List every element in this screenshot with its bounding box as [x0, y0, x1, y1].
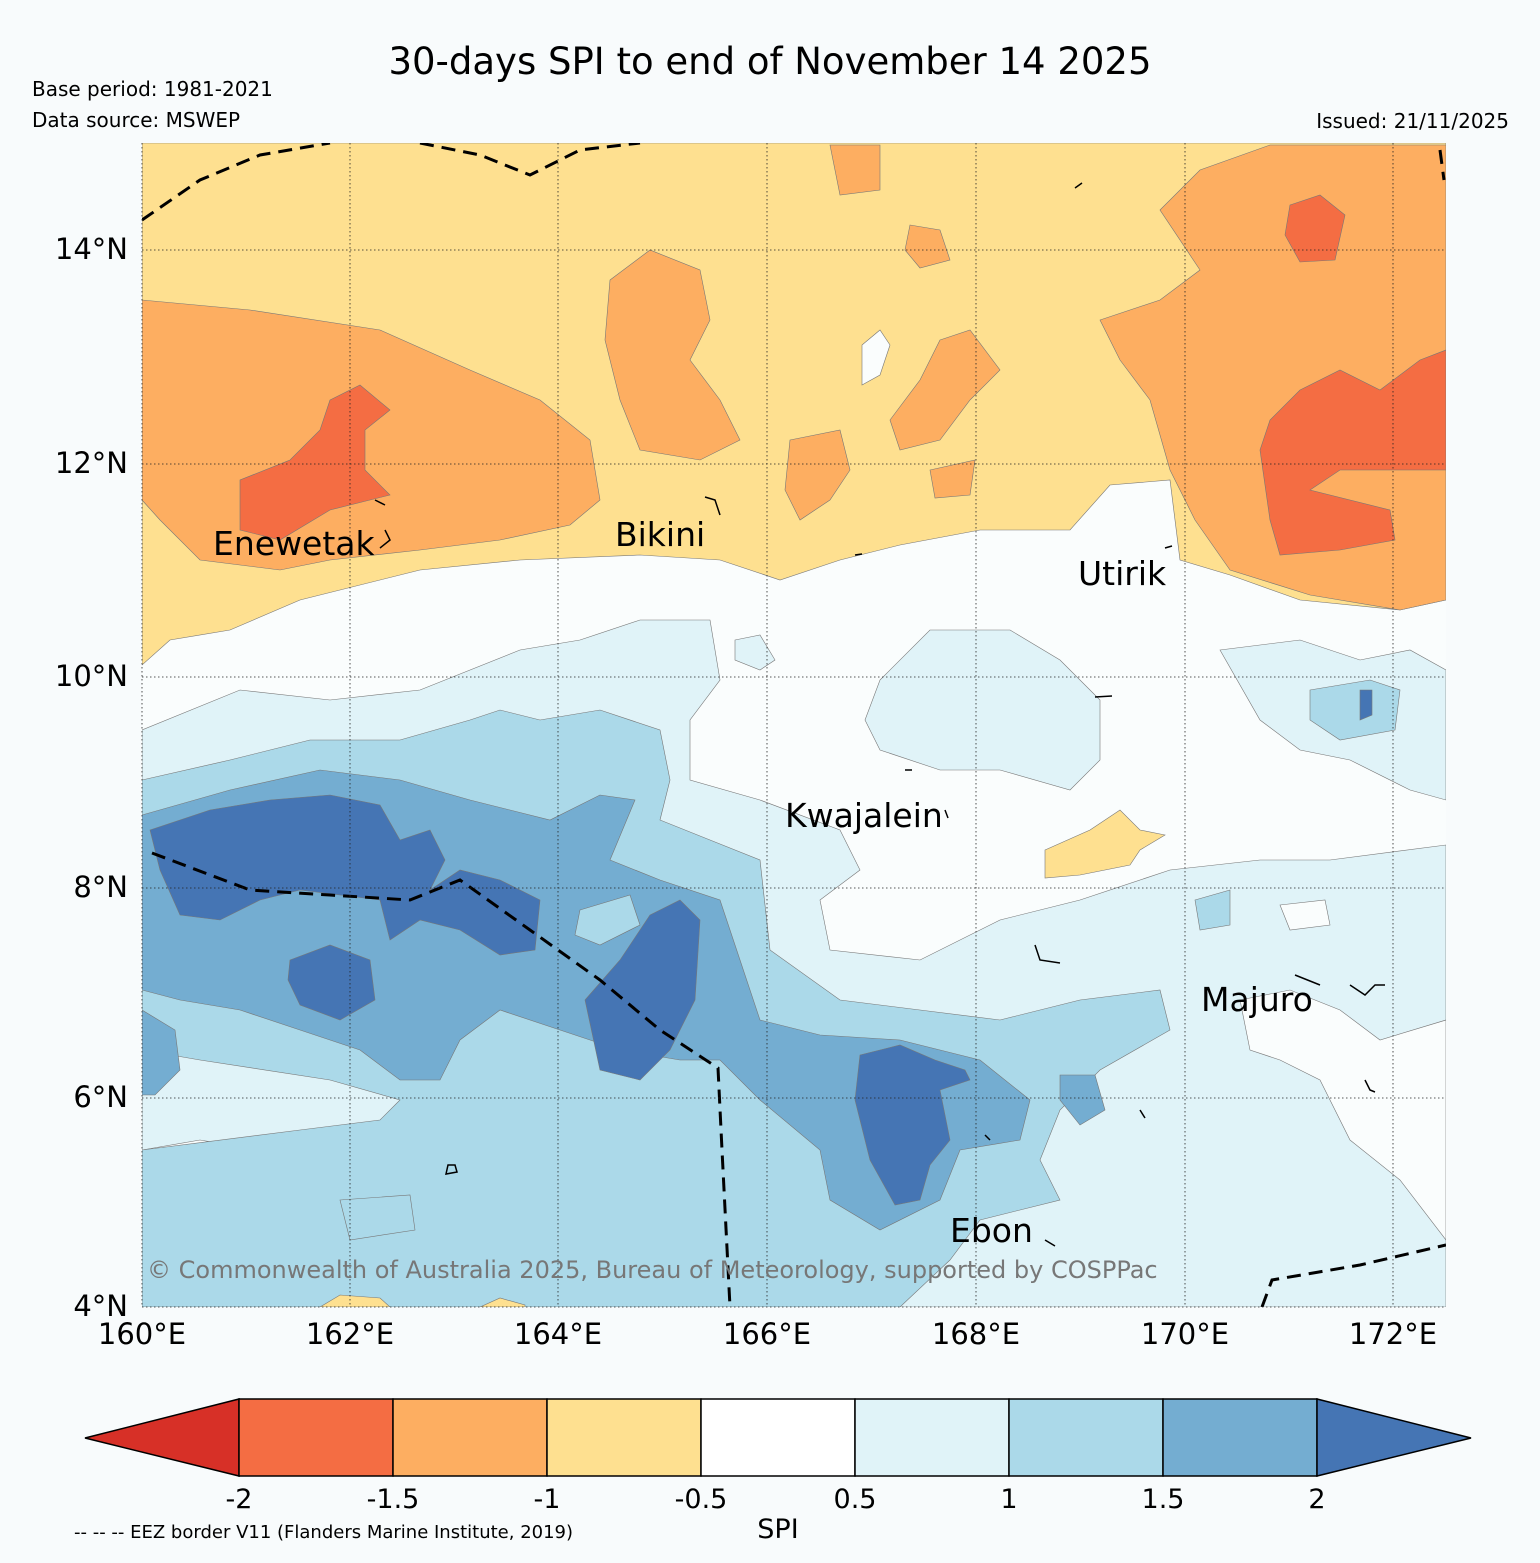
eez-border [142, 143, 1446, 1307]
lat-label: 8°N [73, 870, 128, 904]
colorbar-cell [1316, 1398, 1472, 1477]
colorbar-cell [854, 1398, 1010, 1477]
lon-label: 160°E [98, 1317, 186, 1351]
place-label-enewetak: Enewetak [213, 524, 376, 563]
spi-region-dry-orange [904, 224, 951, 269]
colorbar-cell [392, 1398, 548, 1477]
spi-region-dry-orange [889, 329, 1001, 451]
spi-region-very-dry [1259, 349, 1446, 556]
lat-label: 4°N [73, 1289, 128, 1323]
spi-region-wet-light [864, 629, 1101, 791]
colorbar-cell [1162, 1398, 1318, 1477]
spi-region-wet-very-strong [584, 899, 701, 1081]
spi-region-wet-very-strong [149, 794, 541, 956]
lat-label: 10°N [55, 659, 128, 693]
data-source-label: Data source: MSWEP [32, 108, 241, 132]
spi-region-wet-moderate [574, 894, 641, 946]
lat-label: 12°N [55, 446, 128, 480]
eez-border-note: -- -- -- EEZ border V11 (Flanders Marine… [74, 1522, 574, 1543]
place-label-ebon: Ebon [950, 1211, 1033, 1250]
map-title: 30-days SPI to end of November 14 2025 [388, 40, 1152, 83]
lon-label: 168°E [932, 1317, 1020, 1351]
spi-region-dry-yellow [319, 1294, 391, 1307]
place-label-bikini: Bikini [615, 515, 705, 554]
lon-label: 164°E [514, 1317, 602, 1351]
colorbar-tick: 1.5 [1142, 1484, 1185, 1515]
spi-region-wet-strong [142, 1009, 181, 1096]
colorbar-cell [238, 1398, 394, 1477]
spi-region-wet-very-strong [1359, 689, 1373, 721]
colorbar-tick: 2 [1308, 1484, 1325, 1515]
spi-region-dry-orange [1099, 144, 1446, 611]
lat-label: 6°N [73, 1080, 128, 1114]
spi-region-wet-very-strong [287, 944, 376, 1021]
spi-region-wet-very-strong [854, 1044, 971, 1206]
spi-region-dry-yellow [479, 1297, 526, 1307]
colorbar-cell [84, 1398, 240, 1477]
colorbar-cell [546, 1398, 702, 1477]
spi-region-wet-strong [1059, 1074, 1106, 1126]
spi-region-dry-orange [604, 249, 741, 461]
spi-field [142, 143, 1446, 1307]
lon-label: 170°E [1141, 1317, 1229, 1351]
copyright-notice: © Commonwealth of Australia 2025, Bureau… [147, 1256, 1158, 1284]
lon-label: 172°E [1349, 1317, 1437, 1351]
place-label-majuro: Majuro [1201, 980, 1313, 1019]
colorbar-tick: -1 [534, 1484, 561, 1515]
lon-label: 166°E [723, 1317, 811, 1351]
spi-region-very-dry [239, 384, 391, 541]
colorbar-tick: -0.5 [675, 1484, 728, 1515]
colorbar-cell [700, 1398, 856, 1477]
colorbar-cell [1008, 1398, 1164, 1477]
spi-region-near-normal [1239, 989, 1446, 1241]
spi-region-dry-orange [929, 459, 976, 499]
spi-region-wet-light [734, 634, 776, 671]
spi-region-near-normal [861, 329, 891, 386]
spi-region-dry-yellow [1044, 809, 1166, 879]
spi-region-dry-orange [829, 144, 881, 196]
spi-region-very-dry [1284, 194, 1346, 263]
lon-label: 162°E [306, 1317, 394, 1351]
atoll-coastlines [374, 182, 1385, 1247]
spi-map: 14°N 12°N 10°N 8°N 6°N 4°N 160°E 162°E 1… [55, 143, 1446, 1351]
place-label-utirik: Utirik [1078, 554, 1167, 593]
spi-region-near-normal [1279, 899, 1331, 931]
spi-region-wet-moderate [339, 1194, 416, 1241]
spi-region-wet-moderate [1194, 889, 1231, 931]
colorbar-tick: 0.5 [834, 1484, 877, 1515]
colorbar-tick: -1.5 [367, 1484, 420, 1515]
place-label-kwajalein: Kwajalein [785, 796, 943, 835]
base-period-label: Base period: 1981-2021 [32, 77, 273, 101]
graticule [141, 143, 1446, 1308]
spi-region-dry-orange [784, 429, 851, 521]
colorbar-tick: -2 [226, 1484, 253, 1515]
spi-region-wet-moderate [1309, 679, 1401, 741]
colorbar-label: SPI [757, 1514, 798, 1545]
issued-date-label: Issued: 21/11/2025 [1316, 109, 1509, 133]
colorbar-tick: 1 [1000, 1484, 1017, 1515]
lat-label: 14°N [55, 232, 128, 266]
